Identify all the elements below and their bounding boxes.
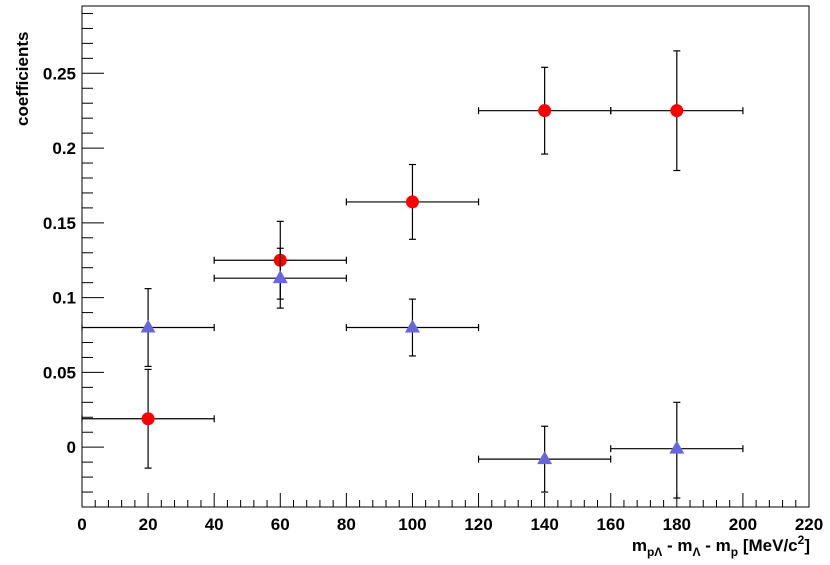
x-tick-label: 120: [464, 515, 492, 534]
data-point: [477, 425, 612, 493]
y-tick-label: 0.2: [52, 139, 76, 158]
x-tick-label: 220: [795, 515, 823, 534]
x-tick-label: 180: [663, 515, 691, 534]
data-point: [345, 163, 480, 240]
axis-ticks: [81, 12, 810, 508]
triangle-marker: [669, 440, 685, 454]
x-axis-label-part: - m: [662, 536, 692, 555]
circle-marker: [405, 195, 419, 209]
data-markers: [81, 50, 744, 499]
x-axis-label-part: pΛ: [647, 545, 662, 559]
x-tick-label: 60: [271, 515, 290, 534]
y-tick-label: 0.15: [43, 214, 76, 233]
data-point: [81, 288, 215, 368]
x-axis-label-part: 2: [798, 533, 805, 547]
x-axis-label-part: Λ: [693, 545, 701, 559]
plot-frame: [81, 5, 810, 508]
x-axis-label-part: ]: [804, 536, 810, 555]
data-point: [610, 401, 744, 499]
triangle-marker: [140, 319, 156, 333]
y-axis-label: coefficients: [13, 32, 32, 126]
circle-marker: [538, 104, 552, 118]
y-tick-label: 0.05: [43, 363, 76, 382]
y-tick-label: 0.1: [52, 289, 76, 308]
x-axis-label-part: m: [632, 536, 647, 555]
x-tick-label: 160: [597, 515, 625, 534]
x-tick-label: 80: [337, 515, 356, 534]
x-tick-label: 0: [77, 515, 86, 534]
x-axis-label: mpΛ - mΛ - mp [MeV/c2]: [632, 533, 810, 559]
circle-marker: [141, 412, 155, 426]
data-point: [213, 247, 347, 309]
y-tick-label: 0.25: [43, 64, 76, 83]
y-tick-label: 0: [67, 438, 76, 457]
x-axis-label-part: - m: [701, 536, 731, 555]
data-point: [81, 368, 215, 469]
x-tick-label: 40: [205, 515, 224, 534]
data-point: [477, 66, 612, 155]
circle-marker: [670, 104, 684, 118]
x-tick-label: 100: [398, 515, 426, 534]
y-tick-labels: 0 0.05 0.1 0.15 0.2 0.25: [43, 64, 76, 457]
data-point: [345, 298, 480, 357]
triangle-marker: [272, 270, 288, 284]
x-tick-label: 140: [530, 515, 558, 534]
x-tick-label: 20: [139, 515, 158, 534]
x-axis-label-part: [MeV/c: [738, 536, 798, 555]
data-point: [610, 50, 744, 172]
x-axis-label-part: p: [731, 545, 738, 559]
triangle-marker: [404, 319, 420, 333]
x-tick-label: 200: [729, 515, 757, 534]
triangle-marker: [537, 451, 553, 465]
x-tick-labels: 0 20 40 60 80 100 120 140 160 180 200 220: [77, 515, 823, 534]
